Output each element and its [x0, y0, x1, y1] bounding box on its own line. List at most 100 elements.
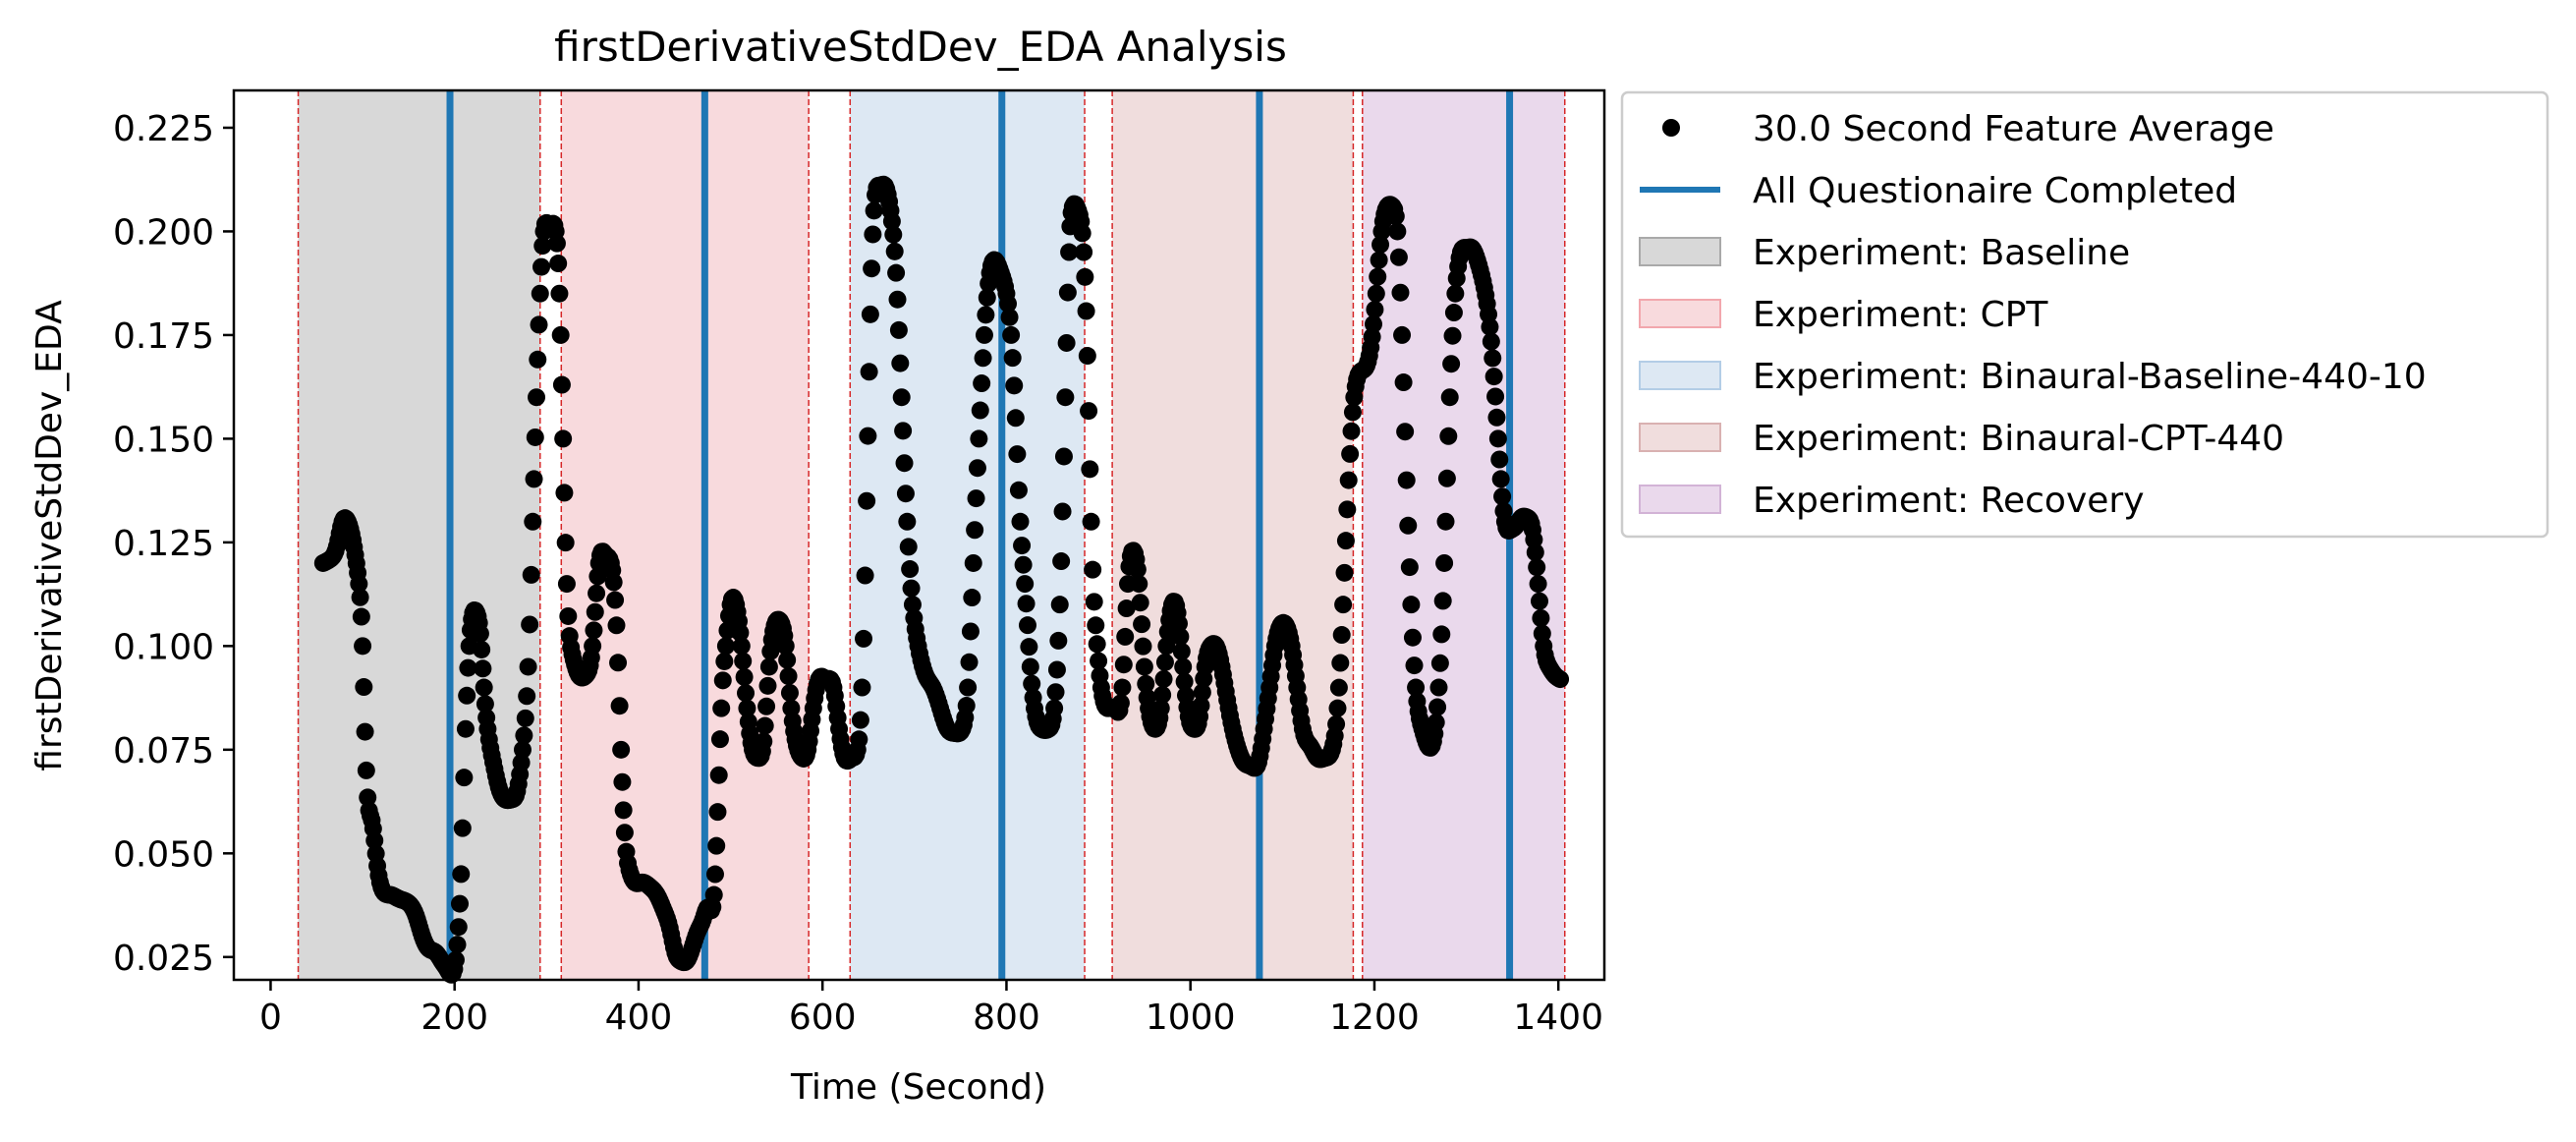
data-point — [1446, 284, 1465, 303]
data-point — [1528, 558, 1546, 577]
data-point — [547, 234, 566, 253]
region-binaural-cpt-440 — [1112, 90, 1354, 980]
data-point — [1014, 555, 1033, 574]
data-point — [957, 697, 976, 715]
data-point — [518, 687, 536, 706]
legend-swatch-icon — [1639, 299, 1721, 328]
data-point — [525, 470, 543, 488]
data-point — [1087, 616, 1105, 635]
y-tick-label: 0.225 — [113, 109, 214, 149]
data-point — [898, 512, 917, 531]
data-point — [606, 591, 625, 609]
data-point — [1482, 332, 1500, 351]
data-point — [1135, 657, 1153, 676]
data-point — [776, 637, 795, 656]
data-point — [780, 683, 799, 702]
data-point — [1488, 429, 1507, 448]
data-point — [971, 401, 989, 420]
y-tick-label: 0.175 — [113, 316, 214, 357]
data-point — [896, 485, 915, 503]
data-point — [713, 671, 732, 690]
data-point — [1137, 674, 1155, 693]
data-point — [978, 288, 996, 307]
data-point — [1134, 637, 1152, 656]
data-point — [855, 629, 873, 648]
data-point — [533, 237, 552, 256]
data-point — [1130, 575, 1148, 594]
data-point — [1440, 388, 1459, 407]
data-point — [1329, 678, 1348, 697]
data-point — [446, 950, 465, 969]
data-point — [1481, 317, 1499, 336]
data-point — [1493, 487, 1512, 506]
data-point — [1174, 657, 1193, 676]
data-point — [732, 637, 751, 656]
data-point — [610, 697, 629, 715]
data-point — [1154, 669, 1173, 688]
data-point — [350, 575, 368, 594]
data-point — [476, 695, 494, 714]
data-point — [458, 686, 476, 705]
data-point — [1008, 445, 1027, 464]
data-point — [1336, 532, 1355, 550]
data-point — [1388, 222, 1407, 241]
data-point — [1442, 355, 1461, 373]
data-point — [1081, 460, 1099, 479]
data-point — [615, 824, 634, 842]
data-point — [550, 284, 569, 303]
data-point — [731, 623, 750, 642]
data-point — [709, 766, 728, 784]
data-point — [359, 788, 377, 807]
legend-swatch-icon — [1639, 485, 1721, 514]
data-point — [559, 606, 578, 625]
data-point — [1391, 283, 1410, 302]
data-point — [352, 607, 370, 626]
data-point — [515, 726, 533, 745]
data-point — [737, 684, 756, 703]
data-point — [967, 489, 985, 508]
data-point — [1057, 333, 1076, 352]
data-point — [858, 491, 876, 510]
data-point — [1332, 626, 1351, 645]
data-point — [1011, 512, 1030, 531]
data-point — [1046, 683, 1065, 702]
data-point — [782, 699, 801, 717]
legend-label: All Questionaire Completed — [1753, 171, 2237, 211]
data-point — [850, 730, 868, 749]
data-point — [973, 374, 991, 393]
data-point — [1430, 654, 1449, 672]
data-point — [471, 624, 489, 643]
data-point — [1327, 714, 1346, 733]
data-point — [1090, 652, 1108, 670]
data-point — [1020, 638, 1038, 657]
y-tick-label: 0.050 — [113, 834, 214, 875]
data-point — [1075, 243, 1093, 261]
data-point — [586, 602, 604, 621]
data-point — [531, 284, 549, 303]
data-point — [365, 831, 384, 850]
data-point — [1394, 373, 1413, 392]
legend-marker-icon — [1662, 119, 1680, 137]
data-point — [715, 652, 734, 670]
data-point — [853, 678, 871, 697]
data-point — [959, 678, 978, 697]
data-point — [449, 918, 468, 937]
data-point — [1334, 596, 1353, 614]
data-point — [1153, 686, 1172, 705]
data-point — [1403, 628, 1422, 647]
data-point — [1389, 248, 1408, 266]
data-point — [1386, 207, 1405, 226]
data-point — [1077, 302, 1095, 320]
data-point — [1151, 699, 1170, 717]
data-point — [860, 363, 878, 381]
data-point — [712, 699, 731, 717]
y-axis: 0.025 0.050 0.075 0.100 0.125 0.150 0.175 0.200… — [113, 109, 234, 979]
data-point — [1484, 349, 1502, 368]
data-point — [1433, 592, 1452, 610]
legend: 30.0 Second Feature Average All Questiona… — [1620, 90, 2549, 539]
data-point — [851, 711, 869, 729]
data-point — [585, 621, 603, 640]
data-point — [1045, 699, 1064, 717]
legend-swatch-icon — [1639, 237, 1721, 266]
